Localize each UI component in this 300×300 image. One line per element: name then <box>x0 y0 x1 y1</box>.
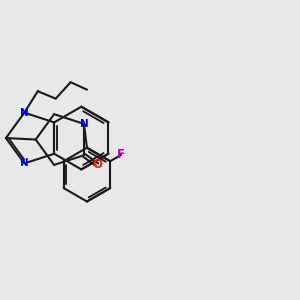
Text: O: O <box>92 158 102 171</box>
Text: N: N <box>20 158 29 168</box>
Text: N: N <box>20 108 29 118</box>
Text: F: F <box>117 148 125 161</box>
Text: N: N <box>80 119 88 129</box>
